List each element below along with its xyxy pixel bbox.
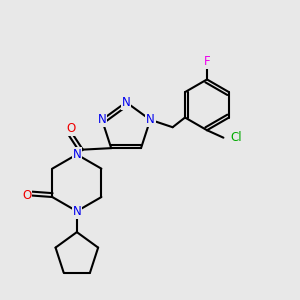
- Text: F: F: [204, 55, 210, 68]
- Text: O: O: [67, 122, 76, 135]
- Text: N: N: [122, 96, 130, 109]
- Text: Cl: Cl: [230, 131, 242, 144]
- Text: N: N: [73, 148, 81, 161]
- Text: N: N: [73, 205, 81, 218]
- Text: N: N: [98, 113, 106, 126]
- Text: O: O: [22, 189, 31, 202]
- Text: N: N: [146, 113, 154, 126]
